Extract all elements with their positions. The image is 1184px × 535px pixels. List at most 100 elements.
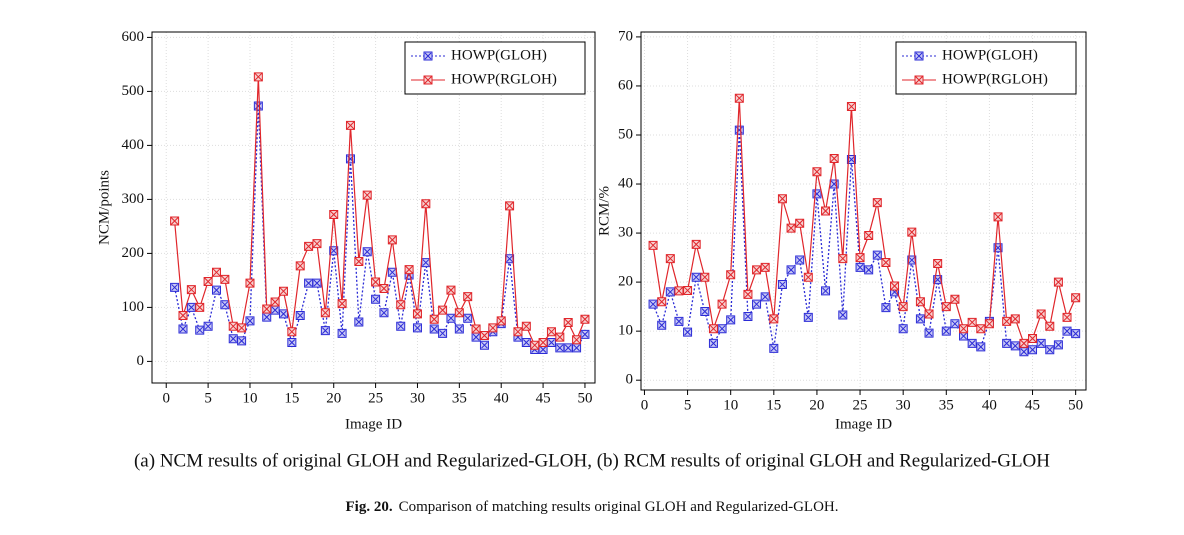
point-marker (329, 210, 339, 220)
point-marker (864, 231, 874, 241)
point-marker (1036, 338, 1046, 348)
point-marker (211, 285, 221, 295)
point-marker (287, 327, 297, 337)
y-tick-label: 10 (618, 323, 633, 339)
point-marker (976, 324, 986, 334)
x-axis-label: Image ID (835, 416, 892, 432)
point-marker (1028, 345, 1038, 355)
point-marker (855, 253, 865, 263)
point-marker (471, 324, 481, 334)
point-marker (708, 338, 718, 348)
point-marker (262, 312, 272, 322)
point-marker (769, 343, 779, 353)
point-marker (580, 314, 590, 324)
point-marker (924, 328, 934, 338)
point-marker (821, 286, 831, 296)
point-marker (387, 235, 397, 245)
point-marker (170, 216, 180, 226)
point-marker (838, 310, 848, 320)
legend-label: HOWP(RGLOH) (451, 71, 557, 87)
y-tick-label: 50 (618, 126, 633, 142)
point-marker (186, 302, 196, 312)
point-marker (270, 297, 280, 307)
x-tick-label: 20 (326, 390, 341, 406)
point-marker (412, 309, 422, 319)
point-marker (683, 285, 693, 295)
figure-caption: Fig. 20. Comparison of matching results o… (346, 499, 839, 515)
point-marker (976, 342, 986, 352)
point-marker (262, 304, 272, 314)
x-tick-label: 30 (896, 397, 911, 413)
legend-label: HOWP(GLOH) (942, 47, 1038, 63)
x-tick-label: 5 (204, 390, 212, 406)
point-marker (412, 323, 422, 333)
point-marker (1071, 293, 1081, 303)
point-marker (1053, 277, 1063, 287)
point-marker (580, 329, 590, 339)
point-marker (479, 330, 489, 340)
point-marker (691, 239, 701, 249)
point-marker (915, 314, 925, 324)
point-marker (245, 278, 255, 288)
point-marker (438, 328, 448, 338)
point-marker (253, 72, 263, 82)
point-marker (691, 272, 701, 282)
point-marker (195, 302, 205, 312)
point-marker (700, 307, 710, 317)
point-marker (760, 262, 770, 272)
point-marker (354, 317, 364, 327)
point-marker (488, 323, 498, 333)
point-marker (838, 254, 848, 264)
point-marker (337, 328, 347, 338)
point-marker (941, 302, 951, 312)
point-marker (371, 294, 381, 304)
point-marker (186, 285, 196, 295)
point-marker (245, 316, 255, 326)
point-marker (786, 265, 796, 275)
point-marker (320, 326, 330, 336)
point-marker (228, 321, 238, 331)
point-marker (924, 309, 934, 319)
point-marker (546, 327, 556, 337)
point-marker (1028, 334, 1038, 344)
point-marker (178, 324, 188, 334)
point-marker (950, 319, 960, 329)
x-tick-label: 45 (536, 390, 551, 406)
plot-frame (151, 31, 596, 384)
point-marker (993, 212, 1003, 222)
point-marker (708, 324, 718, 334)
point-marker (555, 343, 565, 353)
point-marker (471, 332, 481, 342)
y-tick-label: 200 (122, 245, 145, 261)
point-marker (760, 292, 770, 302)
legend-box (404, 41, 586, 95)
point-marker (496, 316, 506, 326)
point-marker (270, 305, 280, 315)
x-tick-label: 35 (452, 390, 467, 406)
point-marker (278, 286, 288, 296)
point-marker (812, 167, 822, 177)
legend-label: HOWP(GLOH) (451, 47, 547, 63)
x-tick-label: 40 (982, 397, 997, 413)
point-marker (379, 284, 389, 293)
point-marker (404, 265, 414, 275)
point-marker (479, 340, 489, 350)
point-marker (665, 254, 675, 264)
y-axis-label: RCM/% (596, 186, 612, 236)
y-tick-label: 0 (626, 372, 634, 388)
point-marker (743, 311, 753, 321)
legend-marker (423, 51, 433, 61)
point-marker (312, 278, 322, 288)
point-marker (915, 297, 925, 307)
point-marker (278, 309, 288, 319)
point-marker (846, 102, 856, 112)
point-marker (295, 311, 305, 320)
point-marker (530, 340, 540, 350)
x-tick-label: 35 (939, 397, 954, 413)
y-tick-label: 400 (122, 137, 145, 153)
point-marker (563, 318, 573, 328)
point-marker (379, 308, 389, 318)
legend-marker (914, 51, 924, 61)
point-marker (1002, 316, 1012, 326)
point-marker (429, 324, 439, 334)
